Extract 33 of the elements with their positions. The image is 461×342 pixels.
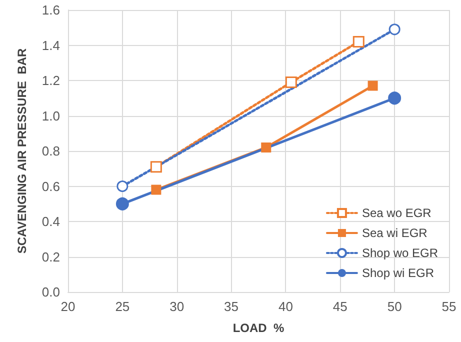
point	[352, 36, 364, 48]
x-tick-label: 40	[278, 299, 293, 314]
y-tick-label: 1.6	[42, 2, 60, 18]
point	[368, 80, 378, 91]
x-axis-title: LOAD %	[232, 321, 284, 335]
point	[116, 180, 128, 192]
x-tick-label: 50	[387, 299, 402, 314]
point	[261, 142, 272, 152]
y-tick-label: 0.2	[42, 249, 60, 264]
y-tick-label: 0.4	[42, 214, 60, 229]
point	[285, 76, 297, 88]
y-tick-label: 0.0	[42, 284, 60, 300]
y-tick-label: 1.2	[42, 73, 60, 88]
x-tick-label: 25	[115, 299, 130, 314]
x-tick-label: 45	[332, 299, 348, 314]
x-tick-label: 30	[170, 299, 184, 314]
y-tick-label: 1.0	[42, 108, 60, 124]
y-tick-label: 1.4	[42, 38, 60, 53]
point	[388, 92, 402, 105]
legend-label: Sea wi EGR	[362, 226, 428, 240]
legend-label: Sea wo EGR	[362, 206, 432, 220]
point	[388, 24, 400, 36]
legend-label: Shop wo EGR	[362, 246, 438, 260]
x-tick-label: 20	[60, 299, 76, 314]
y-tick-label: 0.6	[42, 178, 60, 194]
x-tick-label: 55	[442, 299, 456, 314]
y-tick-label: 0.8	[42, 144, 60, 158]
y-axis-title: SCAVENGING AIR PRESSURE BAR	[15, 48, 29, 254]
x-tick-label: 35	[224, 299, 239, 314]
point	[150, 161, 162, 173]
point	[151, 184, 162, 195]
point	[116, 197, 129, 210]
legend-label: Shop wi EGR	[362, 266, 434, 280]
